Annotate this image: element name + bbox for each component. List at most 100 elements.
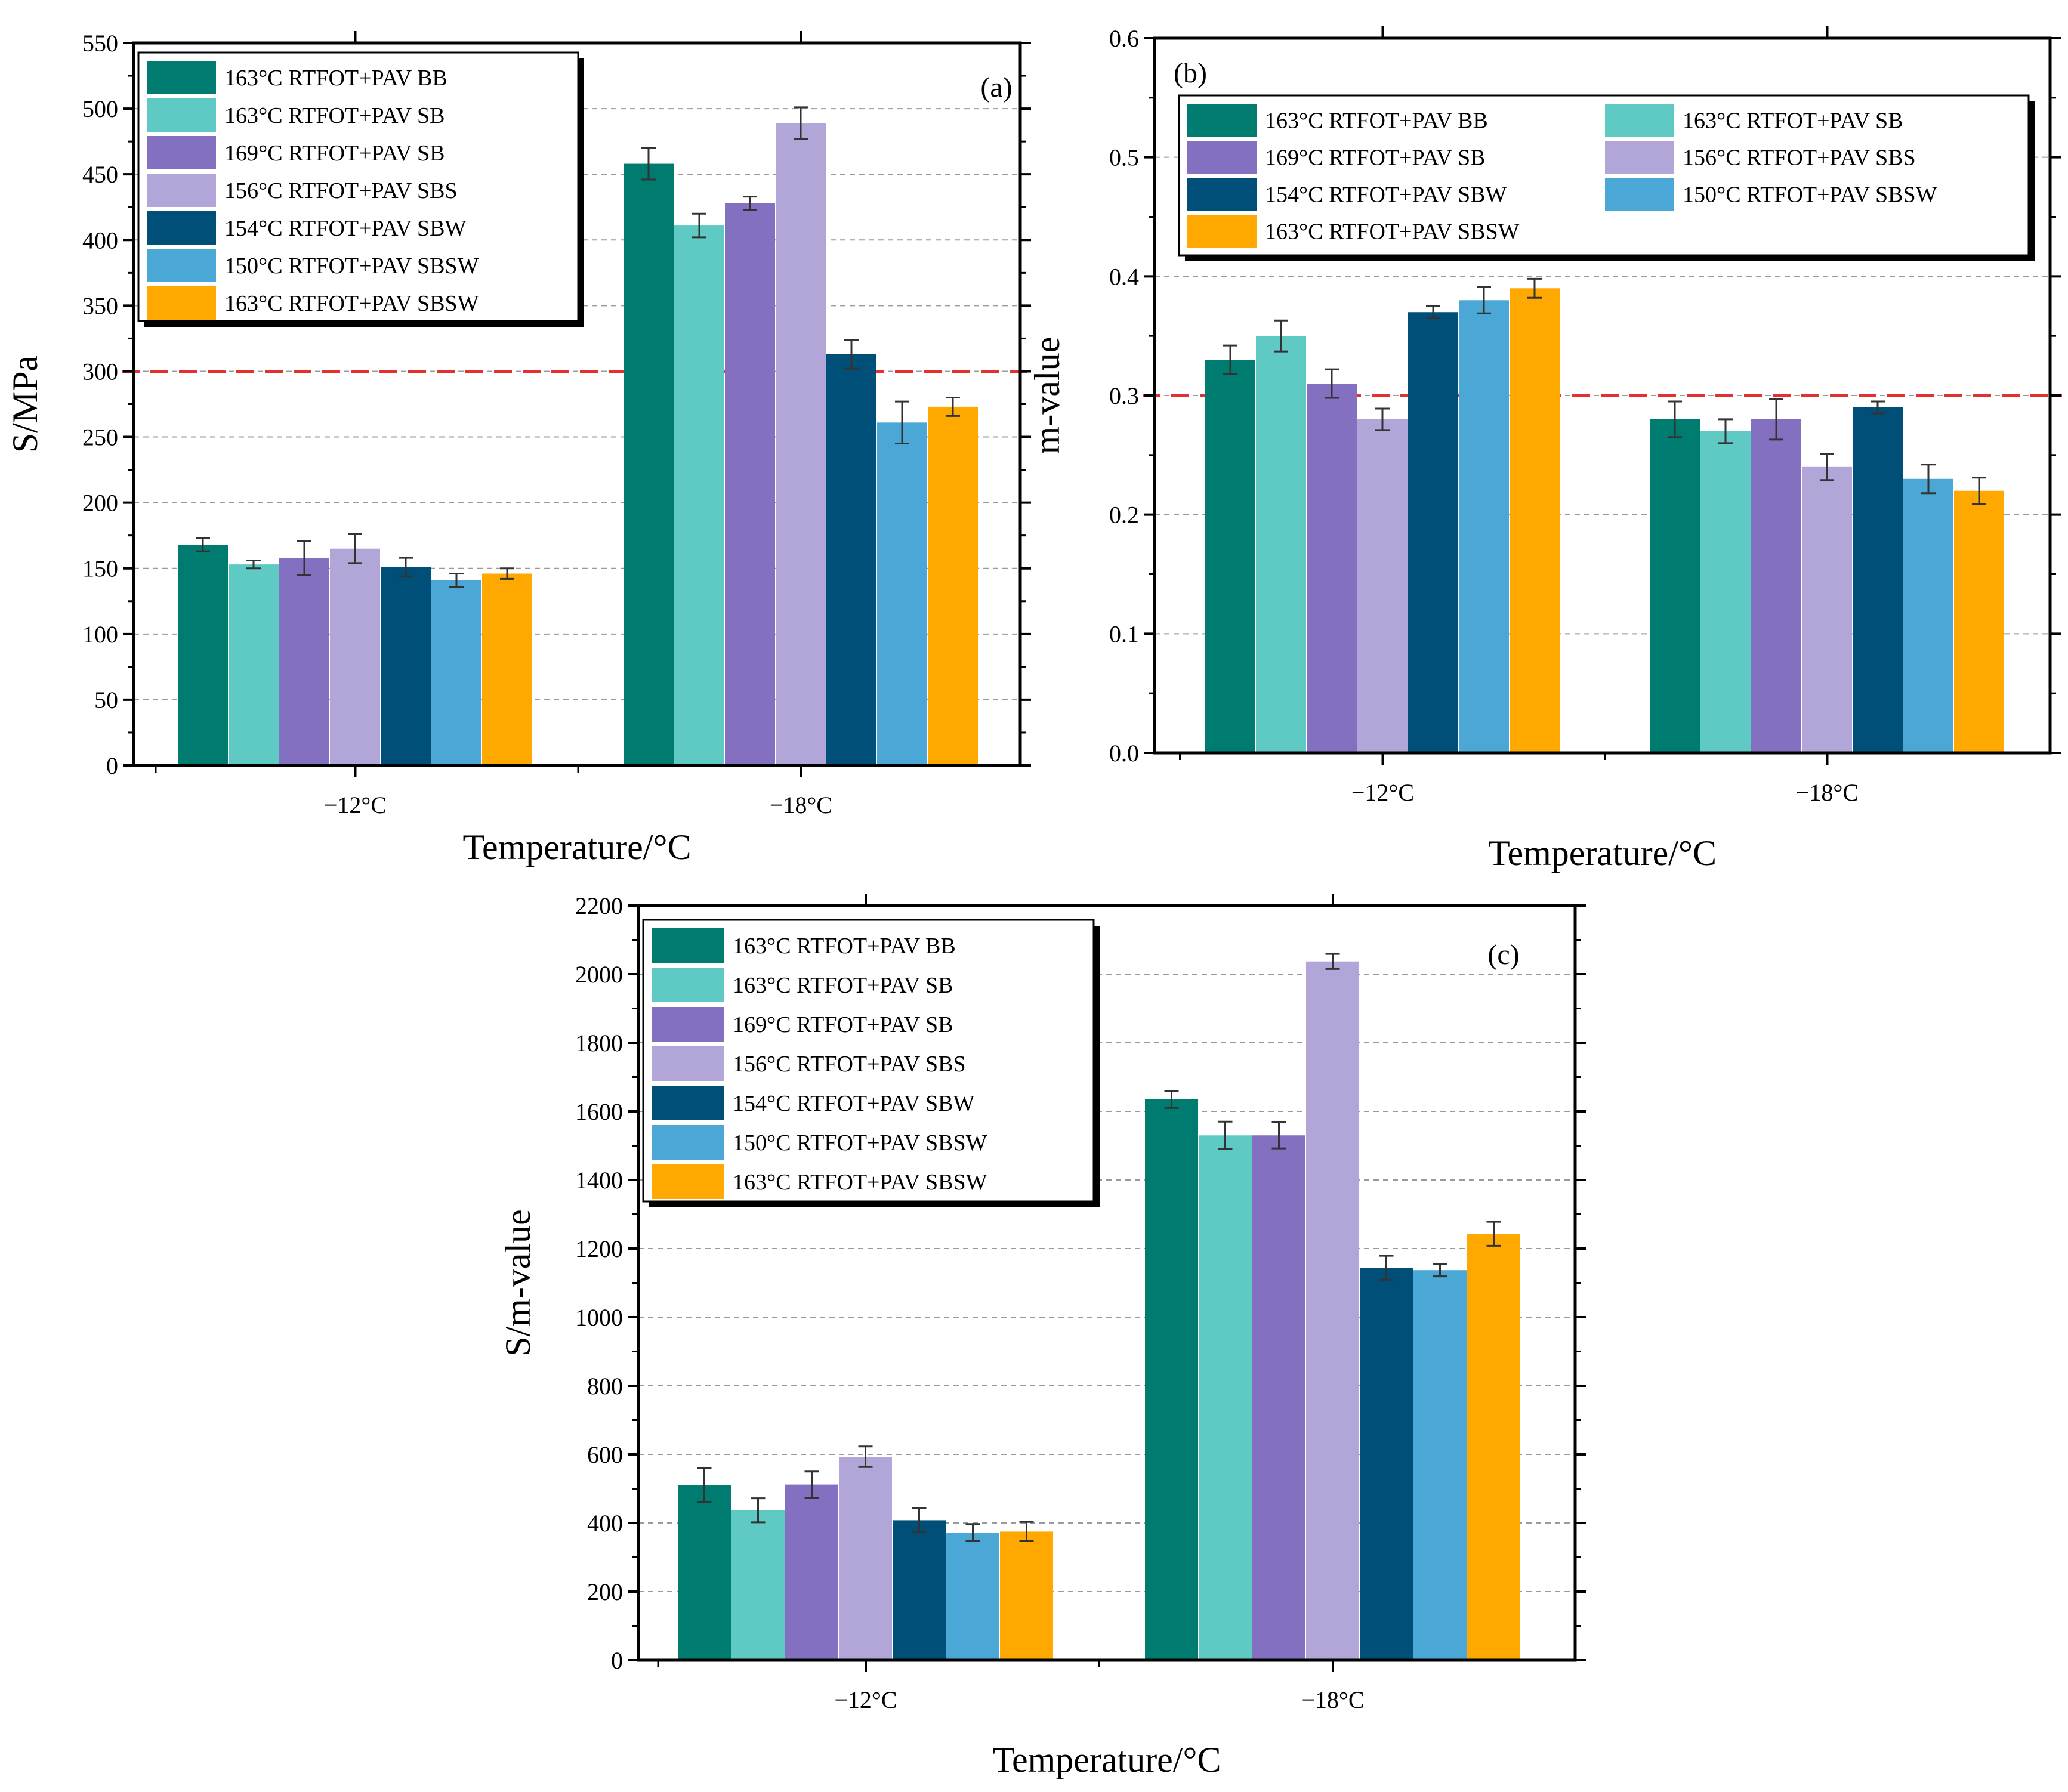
bar (1650, 419, 1700, 753)
legend-label: 163°C RTFOT+PAV SBSW (224, 291, 479, 316)
legend-swatch (652, 968, 724, 1002)
bar (725, 203, 775, 765)
legend-label: 163°C RTFOT+PAV SB (224, 103, 445, 128)
bar (1467, 1234, 1520, 1660)
bar (893, 1520, 946, 1660)
y-tick-label: 0 (106, 752, 118, 779)
bar (482, 573, 532, 765)
bar (731, 1510, 785, 1660)
bar (928, 406, 978, 765)
y-tick-label: 2000 (575, 961, 623, 988)
y-axis-title: S/MPa (5, 356, 45, 453)
bar (1751, 419, 1801, 753)
legend-swatch (147, 286, 216, 320)
bar (330, 548, 380, 765)
legend-swatch (147, 61, 216, 94)
y-tick-label: 1400 (575, 1167, 623, 1194)
legend-label: 163°C RTFOT+PAV SBSW (1265, 220, 1520, 245)
y-axis-title: S/m-value (498, 1209, 538, 1357)
y-tick-label: 0.1 (1109, 620, 1139, 647)
x-axis-title: Temperature/°C (993, 1740, 1221, 1779)
bar (1199, 1135, 1252, 1660)
legend-label: 154°C RTFOT+PAV SBW (1265, 183, 1507, 208)
legend-swatch (1605, 141, 1674, 174)
bar (1408, 312, 1458, 753)
bar (1357, 419, 1408, 753)
y-tick-label: 0.5 (1109, 144, 1139, 171)
bar (1459, 300, 1509, 753)
legend-swatch (1187, 215, 1257, 248)
legend-label: 169°C RTFOT+PAV SB (224, 141, 445, 166)
y-tick-label: 0.3 (1109, 382, 1139, 409)
legend-label: 156°C RTFOT+PAV SBS (1683, 146, 1916, 171)
y-tick-label: 350 (82, 292, 118, 319)
bar (946, 1533, 999, 1660)
legend-swatch (652, 1007, 724, 1042)
bar (1700, 431, 1751, 753)
bar (1252, 1135, 1305, 1660)
y-tick-label: 200 (587, 1578, 623, 1605)
y-tick-label: 0.2 (1109, 502, 1139, 529)
x-tick-label: −12°C (834, 1686, 897, 1713)
x-tick-label: −12°C (324, 792, 387, 818)
legend-label: 163°C RTFOT+PAV SBSW (733, 1170, 987, 1195)
legend-swatch (1605, 178, 1674, 211)
panel-c-bar-chart: 0 200 400 600 800 1000 1200 1400 1600 1800 2000 220… (498, 892, 1586, 1779)
legend-label: 163°C RTFOT+PAV BB (733, 934, 956, 959)
bar (1145, 1099, 1198, 1660)
legend-swatch (147, 249, 216, 282)
bar (229, 564, 279, 765)
legend-label: 156°C RTFOT+PAV SBS (224, 178, 458, 203)
y-tick-label: 400 (82, 227, 118, 254)
y-tick-label: 1200 (575, 1235, 623, 1262)
x-tick-label: −12°C (1351, 779, 1414, 806)
x-tick-label: −18°C (770, 792, 832, 818)
y-tick-label: 0 (611, 1647, 623, 1674)
legend-label: 154°C RTFOT+PAV SBW (224, 216, 466, 241)
y-tick-label: 1800 (575, 1030, 623, 1056)
bar (1413, 1270, 1467, 1660)
legend-label: 156°C RTFOT+PAV SBS (733, 1052, 966, 1077)
x-tick-label: −18°C (1301, 1686, 1364, 1713)
bar (1205, 360, 1255, 753)
bar (1903, 478, 1953, 753)
legend-swatch (147, 98, 216, 132)
y-tick-label: 2200 (575, 892, 623, 919)
bar (1510, 288, 1560, 753)
legend-label: 169°C RTFOT+PAV SB (1265, 146, 1485, 171)
y-tick-label: 50 (94, 687, 118, 713)
y-tick-label: 400 (587, 1510, 623, 1537)
legend-swatch (652, 1125, 724, 1160)
y-tick-label: 450 (82, 161, 118, 188)
legend-label: 163°C RTFOT+PAV SB (1683, 109, 1903, 134)
legend-swatch (1605, 104, 1674, 137)
legend-label: 163°C RTFOT+PAV BB (1265, 109, 1488, 134)
bar (1954, 490, 2004, 753)
legend-label: 169°C RTFOT+PAV SB (733, 1012, 953, 1037)
y-tick-label: 0.4 (1109, 263, 1139, 290)
legend-swatch (1187, 178, 1257, 211)
x-axis-title: Temperature/°C (1488, 833, 1717, 873)
legend-label: 163°C RTFOT+PAV SB (733, 973, 953, 998)
y-tick-label: 0.0 (1109, 740, 1139, 767)
y-tick-label: 600 (587, 1441, 623, 1468)
x-tick-label: −18°C (1796, 779, 1859, 806)
panel-label: (c) (1487, 939, 1519, 971)
bar (776, 123, 826, 765)
bar (1256, 336, 1306, 753)
x-axis-title: Temperature/°C (463, 827, 692, 867)
legend-swatch (1187, 141, 1257, 174)
bar (674, 225, 724, 765)
bar (1853, 407, 1903, 753)
bar (839, 1457, 892, 1660)
bar (381, 567, 431, 765)
legend-label: 154°C RTFOT+PAV SBW (733, 1091, 974, 1116)
legend-label: 150°C RTFOT+PAV SBSW (224, 254, 479, 279)
y-tick-label: 300 (82, 358, 118, 385)
legend-label: 163°C RTFOT+PAV BB (224, 66, 447, 91)
legend-swatch (652, 1046, 724, 1081)
bar (1360, 1268, 1413, 1660)
y-tick-label: 500 (82, 95, 118, 122)
y-tick-label: 200 (82, 490, 118, 517)
